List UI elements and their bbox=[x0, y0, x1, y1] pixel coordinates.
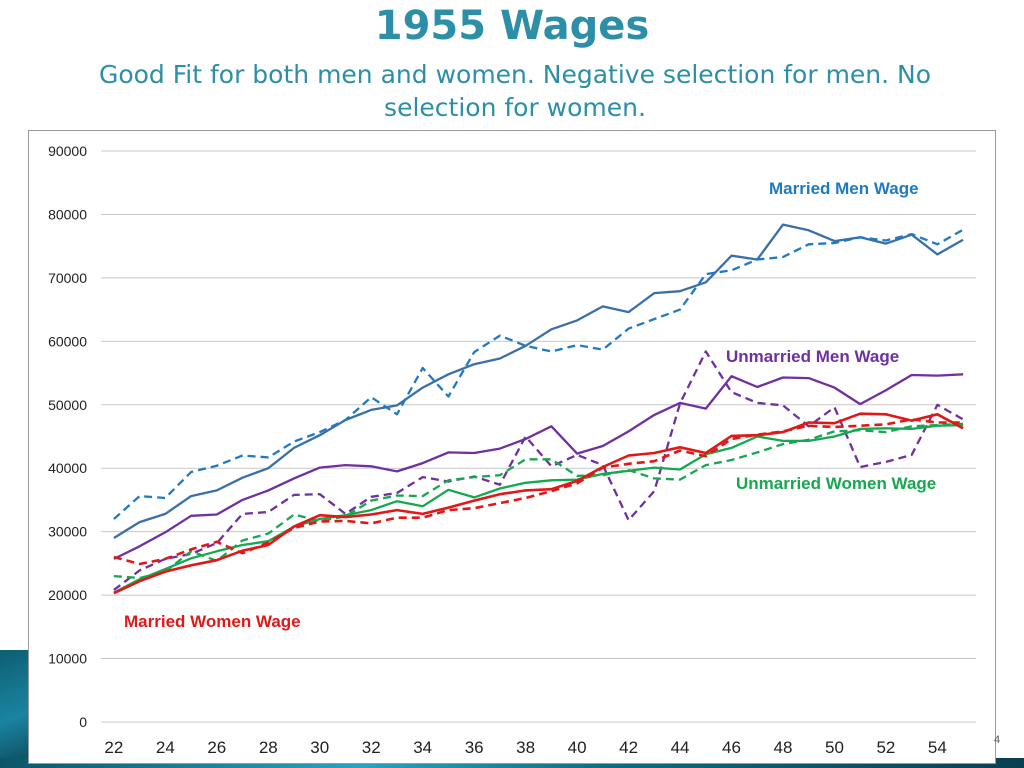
series-annotation: Unmarried Men Wage bbox=[726, 347, 899, 366]
x-tick-label: 44 bbox=[671, 738, 690, 757]
chart-frame: 0 10000 20000 30000 40000 50000 60000 70000 8000… bbox=[28, 130, 996, 764]
page-number: 4 bbox=[994, 734, 1001, 746]
series-line bbox=[113, 228, 964, 520]
series-line bbox=[113, 350, 964, 591]
slide-subtitle: Good Fit for both men and women. Negativ… bbox=[98, 60, 932, 122]
x-tick-label: 28 bbox=[259, 738, 278, 757]
x-tick-label: 38 bbox=[516, 738, 535, 757]
x-tick-label: 26 bbox=[207, 738, 226, 757]
x-tick-label: 32 bbox=[362, 738, 381, 757]
y-tick-label: 10000 bbox=[48, 651, 87, 667]
series-line bbox=[113, 422, 964, 580]
x-tick-label: 42 bbox=[619, 738, 638, 757]
x-tick-label: 46 bbox=[722, 738, 741, 757]
series-line bbox=[113, 373, 964, 560]
series-annotation: Married Women Wage bbox=[124, 612, 301, 631]
y-tick-label: 40000 bbox=[48, 460, 87, 476]
x-tick-label: 40 bbox=[568, 738, 587, 757]
y-tick-label: 60000 bbox=[48, 333, 87, 349]
y-tick-label: 70000 bbox=[48, 270, 87, 286]
y-tick-label: 50000 bbox=[48, 397, 87, 413]
series-line bbox=[113, 418, 964, 566]
x-tick-label: 22 bbox=[104, 738, 123, 757]
x-tick-label: 50 bbox=[825, 738, 844, 757]
x-tick-label: 30 bbox=[310, 738, 329, 757]
series-line bbox=[113, 223, 964, 539]
y-tick-label: 20000 bbox=[48, 587, 87, 603]
slide-title: 1955 Wages bbox=[374, 3, 650, 49]
y-tick-label: 80000 bbox=[48, 206, 87, 222]
x-tick-label: 54 bbox=[928, 738, 947, 757]
x-tick-label: 48 bbox=[774, 738, 793, 757]
series-line bbox=[113, 412, 964, 595]
y-tick-label: 30000 bbox=[48, 524, 87, 540]
line-chart: 0 10000 20000 30000 40000 50000 60000 70000 8000… bbox=[48, 143, 976, 757]
x-tick-label: 52 bbox=[876, 738, 895, 757]
y-tick-label: 0 bbox=[79, 714, 87, 730]
x-tick-label: 24 bbox=[156, 738, 175, 757]
x-tick-label: 34 bbox=[413, 738, 432, 757]
y-tick-label: 90000 bbox=[48, 143, 87, 159]
series-annotation: Married Men Wage bbox=[769, 179, 919, 198]
series-annotation: Unmarried Women Wage bbox=[736, 474, 936, 493]
x-tick-label: 36 bbox=[465, 738, 484, 757]
series-line bbox=[113, 423, 964, 594]
